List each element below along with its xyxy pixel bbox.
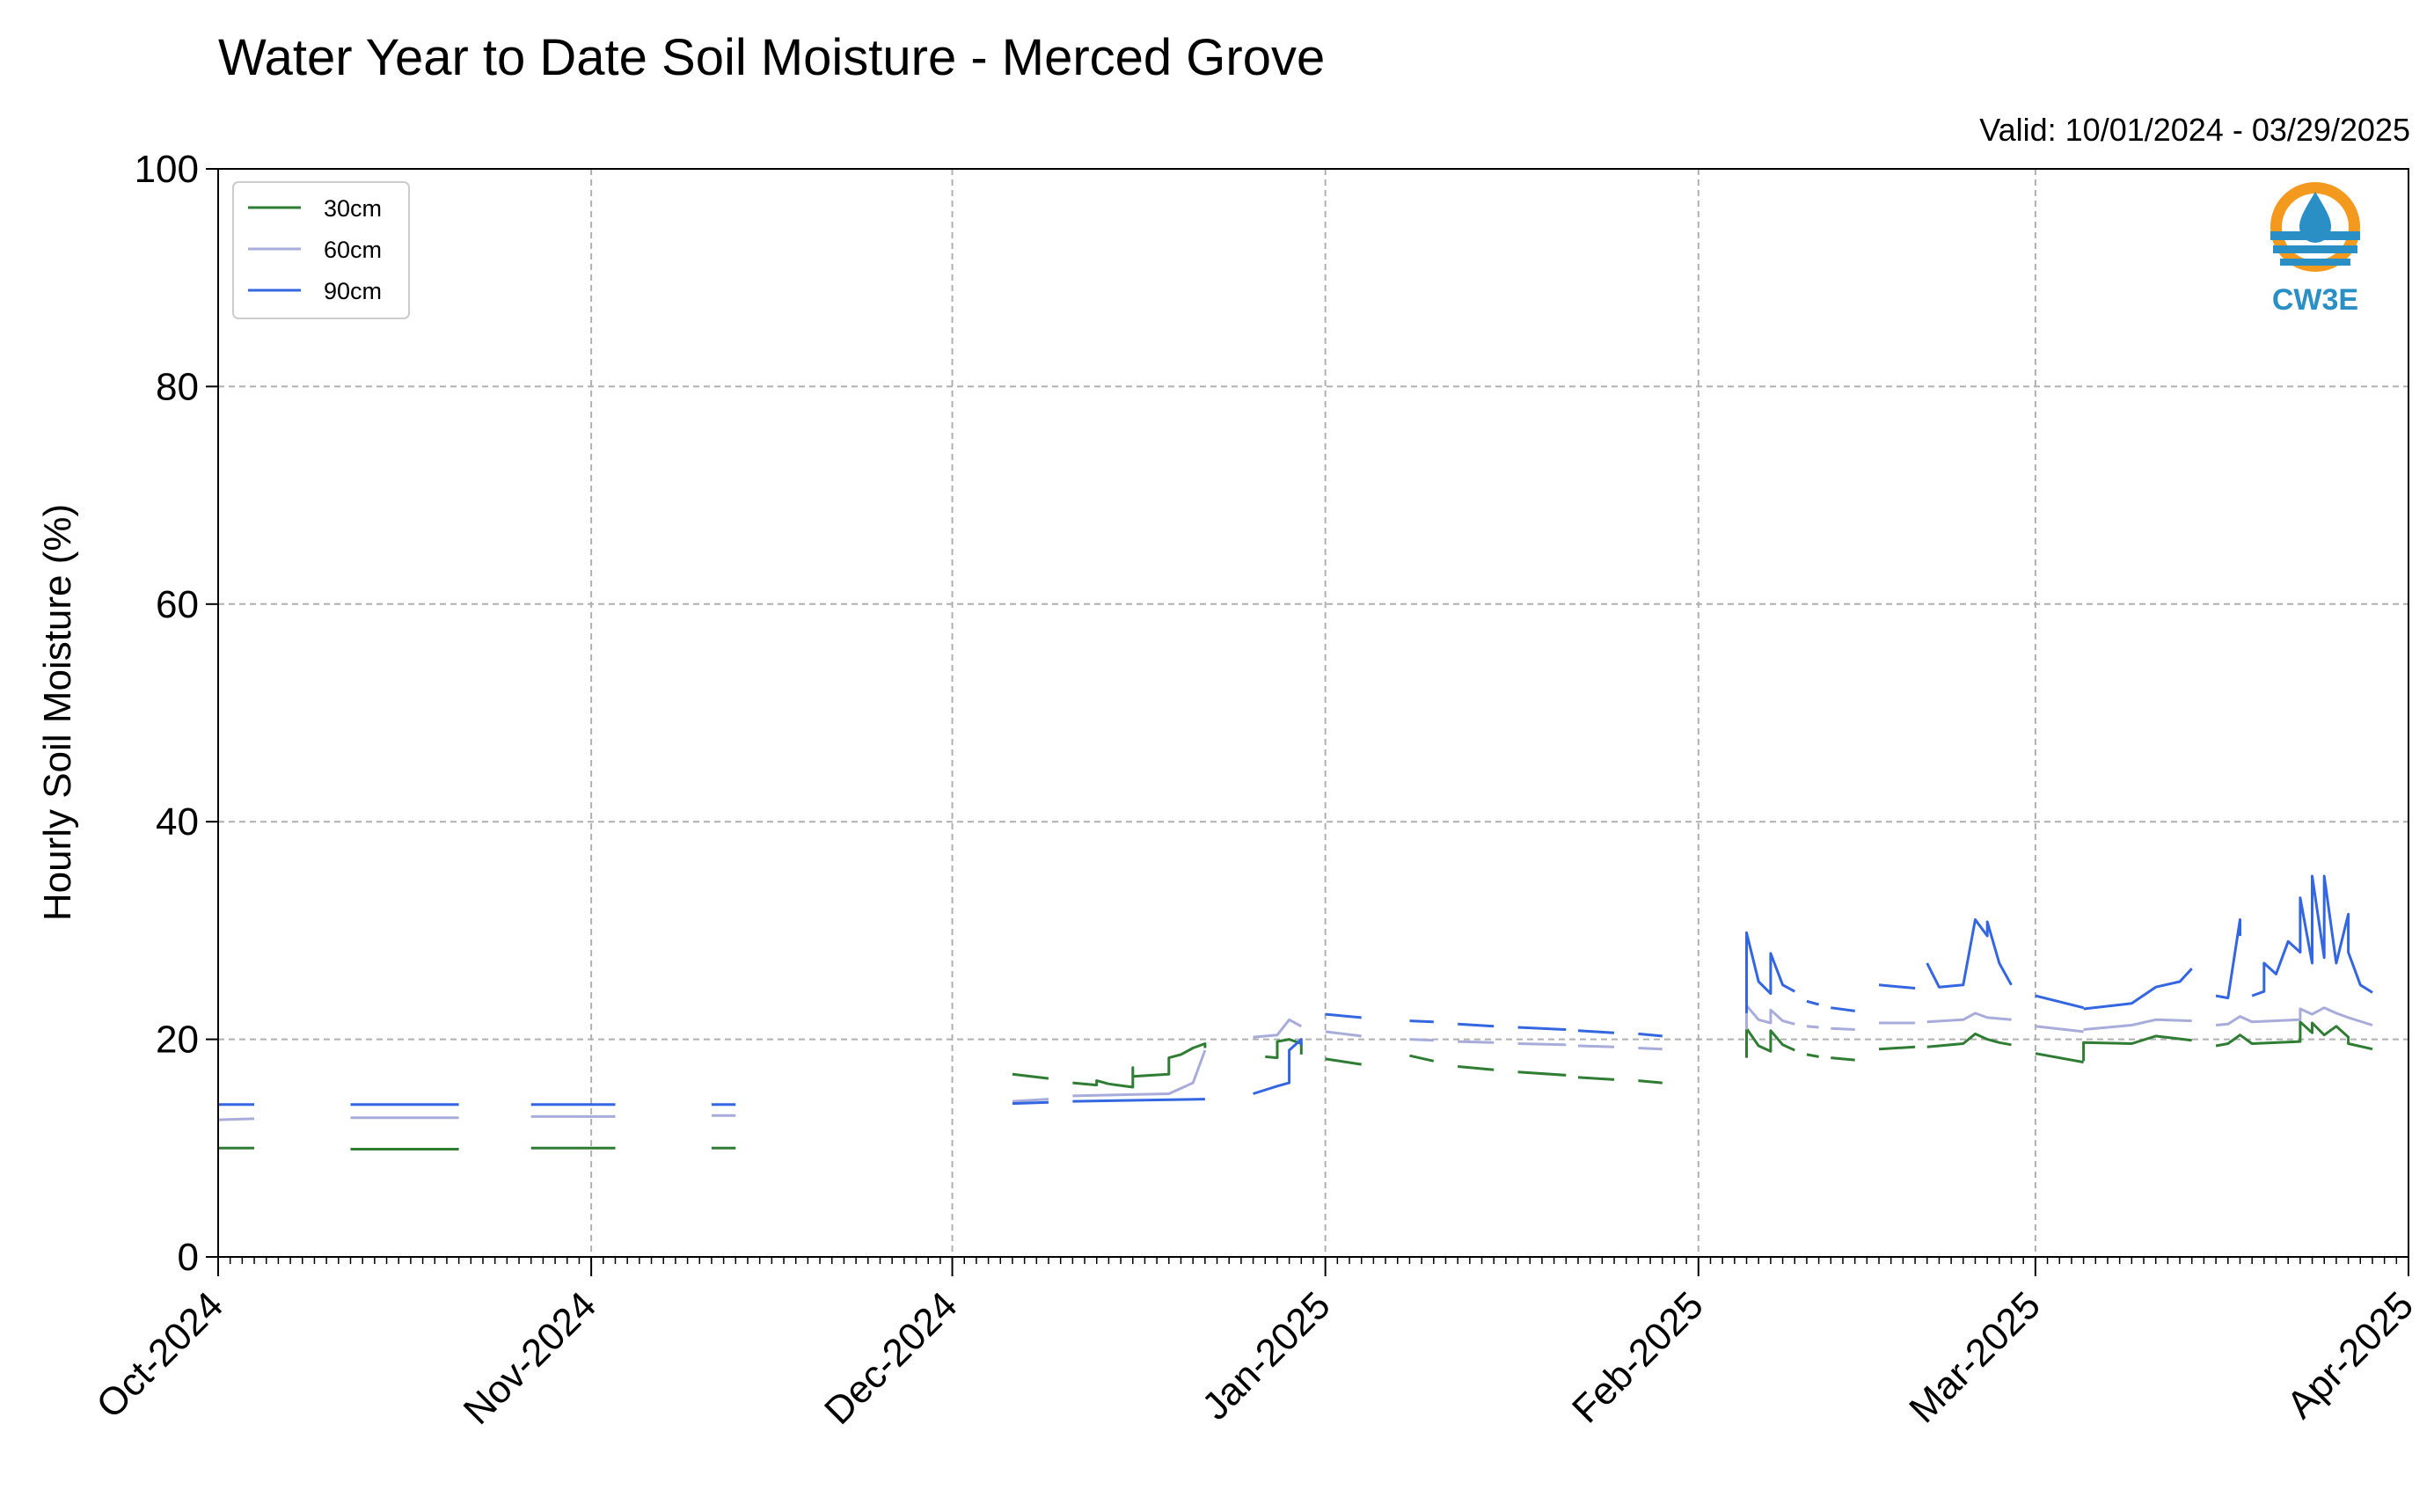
series-line-30cm bbox=[1745, 1026, 1795, 1058]
series-line-90cm bbox=[2215, 918, 2241, 1000]
x-tick-label: Jan-2025 bbox=[1194, 1283, 1338, 1428]
series-line-60cm bbox=[2215, 1006, 2373, 1026]
series-line-90cm bbox=[1458, 1022, 1495, 1028]
logo-drop bbox=[2299, 192, 2331, 243]
series-line-90cm bbox=[1926, 918, 2013, 989]
series-line-30cm bbox=[1409, 1054, 1435, 1063]
series-line-30cm bbox=[1072, 1079, 1109, 1087]
series-line-90cm bbox=[1325, 1012, 1362, 1019]
series-line-30cm bbox=[2082, 1034, 2192, 1062]
water-drop-logo-icon: CW3E bbox=[2270, 182, 2360, 317]
series-line-90cm bbox=[1638, 1032, 1663, 1038]
series-line-30cm bbox=[1831, 1056, 1855, 1062]
series-line-30cm bbox=[1012, 1072, 1049, 1080]
y-tick-label: 80 bbox=[156, 365, 199, 408]
series-lines bbox=[217, 874, 2373, 1150]
series-line-60cm bbox=[1517, 1042, 1567, 1047]
series-line-30cm bbox=[1638, 1079, 1663, 1085]
logo-wave bbox=[2280, 259, 2350, 266]
series-line-30cm bbox=[1458, 1065, 1495, 1071]
series-line-30cm bbox=[1878, 1045, 1916, 1051]
series-line-60cm bbox=[1072, 1049, 1207, 1098]
series-line-30cm bbox=[2035, 1052, 2084, 1064]
series-line-60cm bbox=[2083, 1018, 2192, 1031]
grid-lines bbox=[218, 169, 2408, 1257]
series-line-60cm bbox=[1926, 1012, 2012, 1024]
series-line-30cm bbox=[1577, 1076, 1615, 1081]
x-axis-ticks: Oct-2024 Nov-2024 Dec-2024 Jan-2025 Feb-2025… bbox=[88, 1257, 2422, 1433]
series-line-60cm bbox=[1409, 1038, 1434, 1042]
series-line-90cm bbox=[1409, 1019, 1434, 1024]
series-line-30cm bbox=[2215, 1020, 2373, 1051]
plot-frame bbox=[217, 168, 2409, 1258]
y-tick-label: 40 bbox=[156, 800, 199, 844]
logo-text: CW3E bbox=[2272, 283, 2358, 317]
series-line-90cm bbox=[1831, 1006, 1855, 1012]
series-60cm bbox=[217, 1004, 2373, 1121]
legend-label: 90cm bbox=[324, 278, 382, 304]
y-tick-label: 100 bbox=[135, 148, 199, 191]
x-tick-label: Nov-2024 bbox=[456, 1283, 605, 1433]
series-line-30cm bbox=[1926, 1032, 2012, 1048]
series-line-60cm bbox=[217, 1117, 255, 1121]
legend: 30cm 60cm 90cm bbox=[232, 181, 410, 319]
series-line-90cm bbox=[2035, 994, 2084, 1010]
y-tick-label: 20 bbox=[156, 1019, 199, 1062]
series-line-60cm bbox=[1577, 1044, 1615, 1048]
series-line-30cm bbox=[1325, 1057, 1362, 1066]
legend-label: 30cm bbox=[324, 195, 382, 222]
series-line-90cm bbox=[1878, 983, 1916, 990]
x-tick-label: Feb-2025 bbox=[1564, 1283, 1712, 1431]
series-line-60cm bbox=[1012, 1098, 1049, 1103]
valid-range: Valid: 10/01/2024 - 03/29/2025 bbox=[1979, 112, 2410, 148]
series-line-60cm bbox=[1458, 1040, 1495, 1044]
series-line-30cm bbox=[1265, 1038, 1303, 1060]
series-line-90cm bbox=[1577, 1029, 1615, 1034]
series-line-30cm bbox=[1517, 1070, 1567, 1077]
series-90cm bbox=[218, 874, 2373, 1107]
series-line-30cm bbox=[1108, 1042, 1207, 1089]
series-line-60cm bbox=[1638, 1047, 1663, 1051]
series-line-90cm bbox=[1745, 931, 1796, 1013]
series-line-90cm bbox=[2083, 968, 2193, 1011]
x-tick-label: Apr-2025 bbox=[2278, 1283, 2422, 1427]
series-line-90cm bbox=[2251, 874, 2373, 997]
y-tick-label: 0 bbox=[178, 1236, 199, 1279]
series-line-60cm bbox=[1253, 1018, 1303, 1039]
x-tick-label: Oct-2024 bbox=[88, 1283, 231, 1427]
series-30cm bbox=[218, 1020, 2373, 1150]
series-line-60cm bbox=[2035, 1025, 2084, 1034]
y-axis-ticks: 0 20 40 60 80 100 bbox=[135, 148, 218, 1279]
legend-box bbox=[232, 181, 410, 319]
series-line-60cm bbox=[1806, 1025, 1819, 1029]
series-line-60cm bbox=[1325, 1030, 1362, 1038]
series-line-90cm bbox=[1012, 1100, 1049, 1106]
y-tick-label: 60 bbox=[156, 583, 199, 626]
logo-wave bbox=[2273, 245, 2357, 253]
series-line-30cm bbox=[1806, 1053, 1819, 1058]
series-line-90cm bbox=[1806, 999, 1819, 1006]
x-tick-label: Mar-2025 bbox=[1901, 1283, 2049, 1431]
y-axis-label: Hourly Soil Moisture (%) bbox=[36, 504, 79, 921]
series-line-60cm bbox=[1745, 1004, 1795, 1030]
chart-title: Water Year to Date Soil Moisture - Merce… bbox=[218, 29, 1325, 86]
legend-label: 60cm bbox=[324, 237, 382, 263]
series-line-60cm bbox=[1831, 1026, 1855, 1031]
series-line-90cm bbox=[1072, 1098, 1205, 1103]
series-line-90cm bbox=[1517, 1026, 1567, 1031]
series-line-90cm bbox=[1253, 1038, 1303, 1095]
x-tick-label: Dec-2024 bbox=[816, 1283, 966, 1433]
